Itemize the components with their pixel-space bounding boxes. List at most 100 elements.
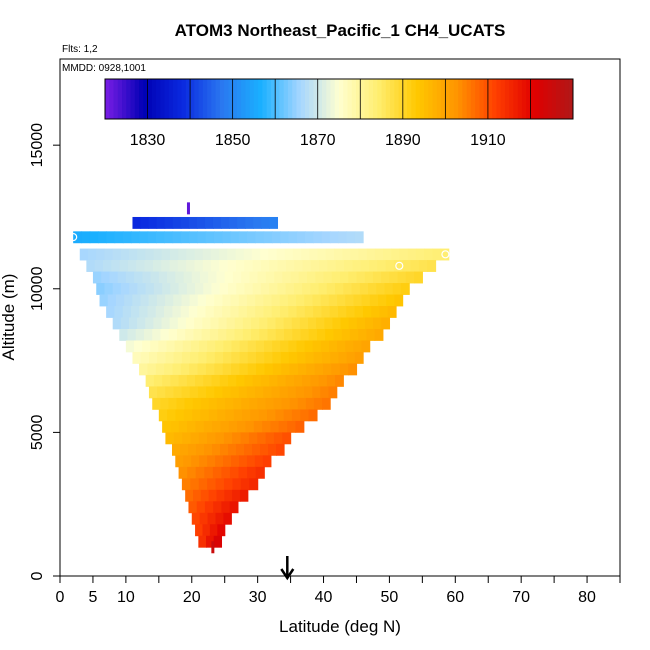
heatmap-cell [226,317,236,330]
heatmap-cell [331,363,341,376]
heatmap-cell [99,294,109,307]
colorbar-segment [360,79,366,119]
heatmap-cell [274,271,283,284]
heatmap-cell [292,328,302,341]
heatmap-cell [192,409,202,422]
heatmap-cell [361,294,371,307]
heatmap-cell [252,260,262,272]
heatmap-cell [89,231,99,244]
heatmap-cell [236,260,245,272]
heatmap-cell [175,455,184,468]
heatmap-cell [264,363,274,376]
heatmap-cell [246,306,256,318]
heatmap-cell [238,455,248,468]
heatmap-cell [272,340,281,353]
heatmap-cell [208,397,218,410]
heatmap-cell [276,443,285,456]
heatmap-cell [156,231,165,244]
heatmap-cell [161,260,171,272]
heatmap-cell [222,363,232,376]
heatmap-cell [168,328,178,341]
heatmap-cell [257,271,267,284]
heatmap-cell [153,248,163,261]
colorbar-segment [168,79,174,119]
heatmap-cell [316,328,326,341]
colorbar-segment [219,79,225,119]
heatmap-cell [288,351,298,364]
heatmap-cell [251,328,260,341]
heatmap-cell [361,340,371,353]
heatmap-cell [256,363,266,376]
heatmap-cell [393,260,403,272]
x-tick-label: 60 [446,589,464,606]
heatmap-cell [98,231,107,244]
heatmap-cell [364,317,374,330]
heatmap-cell [287,420,297,433]
heatmap-cell [275,317,285,330]
colorbar-labels: 1830 1850 1870 1890 1910 [130,132,506,149]
heatmap-cell [337,340,346,353]
heatmap-cell [344,260,353,272]
heatmap-cell [251,317,260,330]
heatmap-cell [263,306,273,318]
heatmap-cell [248,432,258,445]
heatmap-cell [315,271,325,284]
heatmap-cell [128,317,138,330]
heatmap-cell [102,260,112,272]
heatmap-cell [173,351,183,364]
heatmap-cell [297,397,307,410]
heatmap-cell [280,351,290,364]
heatmap-cell [389,271,399,284]
y-tick-label: 10000 [29,266,46,311]
data-circle-marker [69,232,78,242]
heatmap-cell [193,328,203,341]
heatmap-cell [267,328,277,341]
heatmap-cell [106,231,116,244]
colorbar-segment [492,79,497,119]
heatmap-cell [394,294,404,307]
heatmap-cell [314,363,324,376]
flights-label: Flts: 1,2 [62,44,98,55]
heatmap-cell [228,283,237,295]
heatmap-cell [194,317,203,330]
heatmap-cell [150,340,159,353]
heatmap-cell [360,260,370,272]
colorbar-segment [275,79,280,119]
heatmap-cell [172,216,182,229]
heatmap-cell [323,363,332,376]
heatmap-cell [193,489,202,502]
heatmap-cell [213,535,223,548]
heatmap-cell [181,478,191,491]
heatmap-cell [244,443,253,456]
heatmap-cell [252,443,261,456]
heatmap-cell [368,283,377,295]
heatmap-cell [288,231,298,244]
colorbar-segment [407,79,412,119]
colorbar-segment [449,79,455,119]
heatmap-cell [290,271,300,284]
heatmap-cell [326,374,336,387]
heatmap-cell [107,294,117,307]
heatmap-cell [181,351,191,364]
heatmap-cell [190,478,200,491]
colorbar-segment [564,79,570,119]
heatmap-cell [233,397,242,410]
heatmap-cell [137,248,146,261]
colorbar-segment [509,79,514,119]
heatmap-cell [257,397,267,410]
heatmap-cell [255,306,265,318]
heatmap-cell [117,271,127,284]
colorbar-segment [547,79,553,119]
heatmap-cell [229,216,238,229]
heatmap-cell [173,294,183,307]
heatmap-cell [196,501,206,514]
heatmap-cell [359,283,369,295]
heatmap-cell [175,271,185,284]
heatmap-cell [316,317,325,330]
colorbar-segment [441,79,446,119]
heatmap-cell [198,535,207,548]
heatmap-cell [215,455,224,468]
heatmap-cell [340,317,350,330]
heatmap-cell [160,397,170,410]
colorbar-segment [568,79,574,119]
